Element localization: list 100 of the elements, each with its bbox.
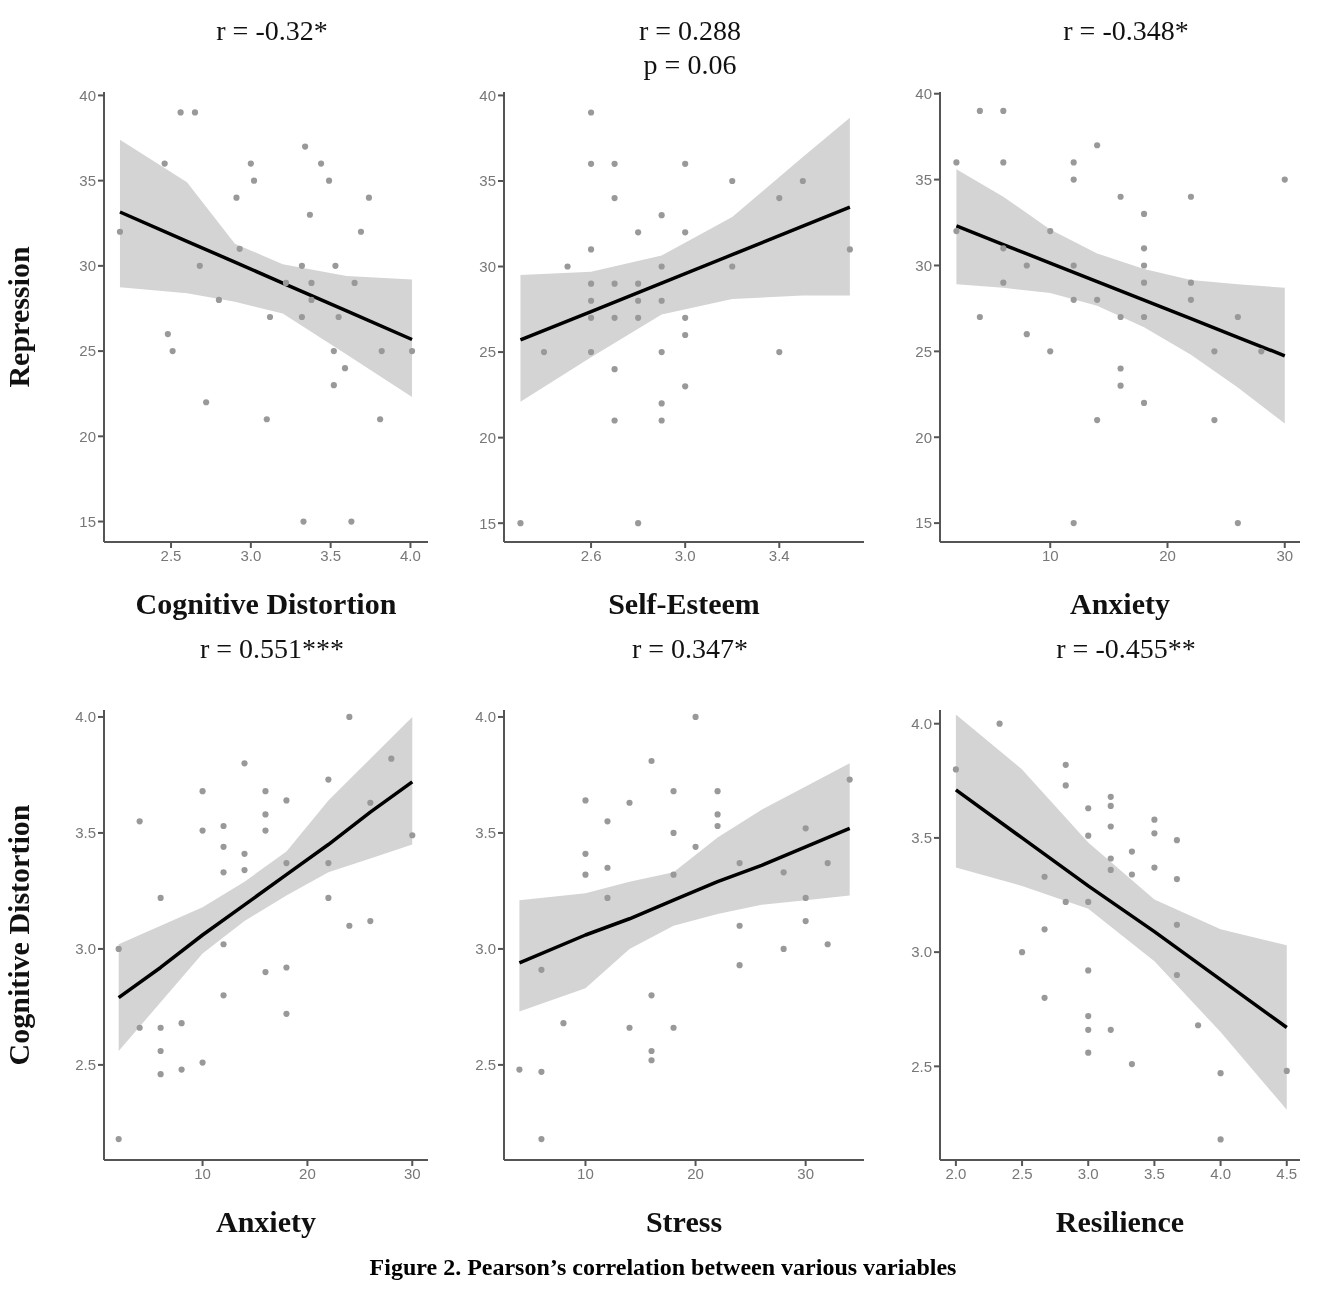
point bbox=[780, 945, 787, 952]
point bbox=[262, 969, 269, 976]
point bbox=[648, 992, 655, 999]
point bbox=[587, 297, 595, 304]
point bbox=[1070, 262, 1077, 269]
point bbox=[283, 860, 290, 867]
point bbox=[157, 1071, 164, 1078]
point bbox=[1107, 793, 1114, 800]
point bbox=[714, 822, 721, 830]
point bbox=[611, 417, 618, 424]
y-tick-label: 35 bbox=[479, 172, 496, 190]
point bbox=[325, 860, 332, 867]
point bbox=[1173, 921, 1180, 928]
point bbox=[635, 297, 642, 304]
point bbox=[824, 941, 831, 948]
point bbox=[220, 992, 227, 999]
point bbox=[1000, 107, 1007, 114]
text: r = -0.348* bbox=[1062, 14, 1190, 48]
point bbox=[1062, 761, 1069, 768]
point bbox=[1085, 1013, 1092, 1020]
point bbox=[1094, 416, 1101, 424]
point bbox=[1151, 864, 1158, 871]
point bbox=[1195, 1022, 1202, 1029]
y-tick-label: 30 bbox=[915, 256, 932, 274]
point bbox=[1258, 348, 1265, 355]
point bbox=[1151, 830, 1158, 837]
point bbox=[682, 383, 689, 390]
point bbox=[1085, 832, 1092, 839]
point bbox=[1173, 875, 1180, 883]
point bbox=[1000, 159, 1007, 166]
x-tick-label: 2.6 bbox=[580, 546, 602, 564]
point bbox=[1062, 898, 1069, 905]
point bbox=[824, 860, 831, 867]
y-tick-label: 25 bbox=[79, 342, 96, 360]
point bbox=[161, 160, 168, 167]
point bbox=[1107, 1026, 1114, 1033]
y-tick-label: 3.0 bbox=[475, 940, 496, 958]
line-series bbox=[517, 826, 852, 965]
point bbox=[236, 245, 243, 252]
point bbox=[341, 365, 349, 372]
y-tick-label: 30 bbox=[479, 257, 496, 275]
point bbox=[348, 518, 355, 525]
point bbox=[241, 866, 248, 874]
x-tick-label: 10 bbox=[577, 1164, 594, 1182]
y-tick-label: 15 bbox=[479, 514, 496, 532]
x-tick-label: 2.5 bbox=[160, 546, 182, 564]
point bbox=[1140, 210, 1148, 218]
point bbox=[682, 314, 689, 321]
y-tick-label: 2.5 bbox=[475, 1056, 496, 1074]
y-tick-label: 20 bbox=[79, 427, 96, 445]
point bbox=[346, 713, 353, 721]
point bbox=[282, 279, 290, 286]
point bbox=[1085, 805, 1092, 812]
point bbox=[1047, 348, 1054, 355]
point bbox=[1000, 279, 1007, 286]
point bbox=[682, 229, 689, 236]
point bbox=[604, 818, 611, 825]
x-tick-label: 3.0 bbox=[674, 546, 696, 564]
point bbox=[648, 757, 655, 765]
point bbox=[233, 194, 240, 201]
point bbox=[582, 850, 589, 857]
x-tick-label: 3.4 bbox=[768, 546, 790, 564]
point bbox=[378, 348, 385, 355]
point bbox=[1047, 228, 1054, 235]
point bbox=[658, 417, 665, 424]
point bbox=[1107, 866, 1114, 873]
point bbox=[1187, 193, 1195, 200]
point bbox=[1085, 1049, 1092, 1056]
point bbox=[626, 1024, 633, 1031]
point bbox=[1023, 331, 1030, 338]
point bbox=[692, 713, 699, 721]
point bbox=[670, 829, 677, 837]
point bbox=[203, 399, 210, 406]
point bbox=[587, 348, 595, 356]
point bbox=[1041, 994, 1048, 1001]
point bbox=[799, 177, 806, 185]
x-tick-label: 3.0 bbox=[240, 546, 262, 564]
point bbox=[587, 109, 595, 116]
point bbox=[540, 348, 548, 356]
point bbox=[1000, 245, 1007, 252]
point bbox=[164, 330, 171, 338]
point bbox=[1070, 176, 1077, 183]
point bbox=[611, 160, 618, 167]
point bbox=[682, 331, 689, 339]
y-tick-label: 3.0 bbox=[75, 940, 96, 958]
point bbox=[116, 228, 124, 235]
point bbox=[330, 382, 337, 389]
point bbox=[560, 1020, 567, 1027]
line-series bbox=[116, 780, 415, 1000]
point bbox=[241, 760, 248, 767]
point bbox=[564, 263, 571, 270]
point bbox=[178, 1066, 185, 1073]
y-tick-label: 40 bbox=[79, 86, 96, 104]
point bbox=[996, 720, 1003, 727]
point bbox=[670, 871, 677, 878]
point bbox=[736, 962, 743, 969]
point bbox=[1117, 313, 1124, 321]
point bbox=[658, 297, 665, 304]
point bbox=[1094, 296, 1101, 303]
point bbox=[582, 797, 589, 804]
